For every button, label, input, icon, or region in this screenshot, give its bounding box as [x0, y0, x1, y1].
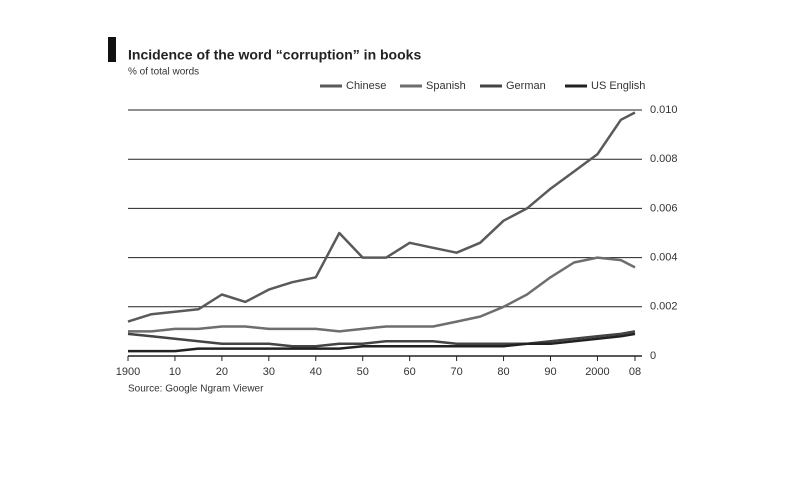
y-tick-label: 0.004 [650, 252, 678, 264]
x-tick-label: 10 [169, 366, 181, 378]
y-tick-label: 0.008 [650, 153, 678, 165]
x-tick-label: 30 [263, 366, 275, 378]
legend-label: Chinese [346, 80, 386, 92]
x-tick-label: 50 [357, 366, 369, 378]
y-tick-label: 0.010 [650, 104, 678, 116]
series-line [128, 332, 636, 353]
x-tick-label: 2000 [585, 366, 609, 378]
y-tick-label: 0 [650, 350, 656, 362]
series-line [128, 256, 636, 333]
series-line [127, 330, 636, 348]
legend-label: German [506, 80, 546, 92]
source: Source: Google Ngram Viewer [128, 384, 264, 395]
x-tick-label: 80 [497, 366, 509, 378]
x-tick-label: 1900 [116, 366, 140, 378]
y-tick-label: 0.002 [650, 301, 678, 313]
x-tick-label: 08 [629, 366, 641, 378]
x-tick-label: 70 [450, 366, 462, 378]
title-bar [108, 37, 116, 62]
x-tick-label: 40 [310, 366, 322, 378]
x-tick-label: 90 [544, 366, 556, 378]
x-tick-label: 20 [216, 366, 228, 378]
chart-subtitle: % of total words [128, 67, 199, 78]
series-line [127, 111, 636, 323]
legend-label: Spanish [426, 80, 466, 92]
x-tick-label: 60 [404, 366, 416, 378]
chart-title: Incidence of the word “corruption” in bo… [128, 47, 421, 63]
y-tick-label: 0.006 [650, 202, 678, 214]
legend-label: US English [591, 80, 645, 92]
